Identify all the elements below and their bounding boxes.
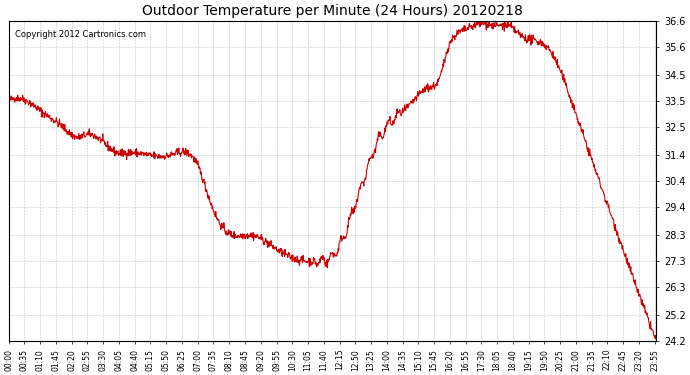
Text: Copyright 2012 Cartronics.com: Copyright 2012 Cartronics.com [15, 30, 146, 39]
Title: Outdoor Temperature per Minute (24 Hours) 20120218: Outdoor Temperature per Minute (24 Hours… [142, 4, 523, 18]
